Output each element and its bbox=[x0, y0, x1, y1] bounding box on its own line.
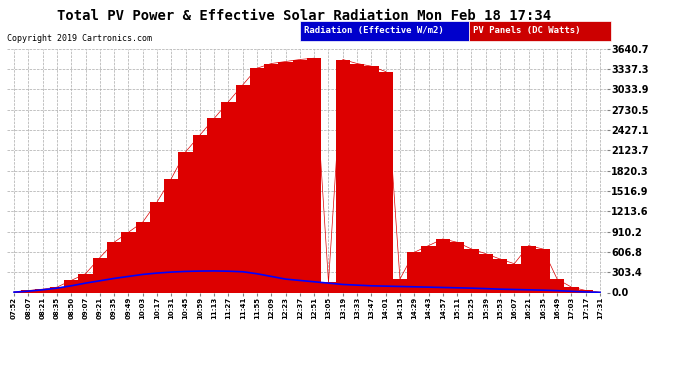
Text: Radiation (Effective W/m2): Radiation (Effective W/m2) bbox=[304, 26, 444, 36]
Text: PV Panels (DC Watts): PV Panels (DC Watts) bbox=[473, 26, 580, 36]
Text: Copyright 2019 Cartronics.com: Copyright 2019 Cartronics.com bbox=[7, 34, 152, 43]
Text: Total PV Power & Effective Solar Radiation Mon Feb 18 17:34: Total PV Power & Effective Solar Radiati… bbox=[57, 9, 551, 23]
